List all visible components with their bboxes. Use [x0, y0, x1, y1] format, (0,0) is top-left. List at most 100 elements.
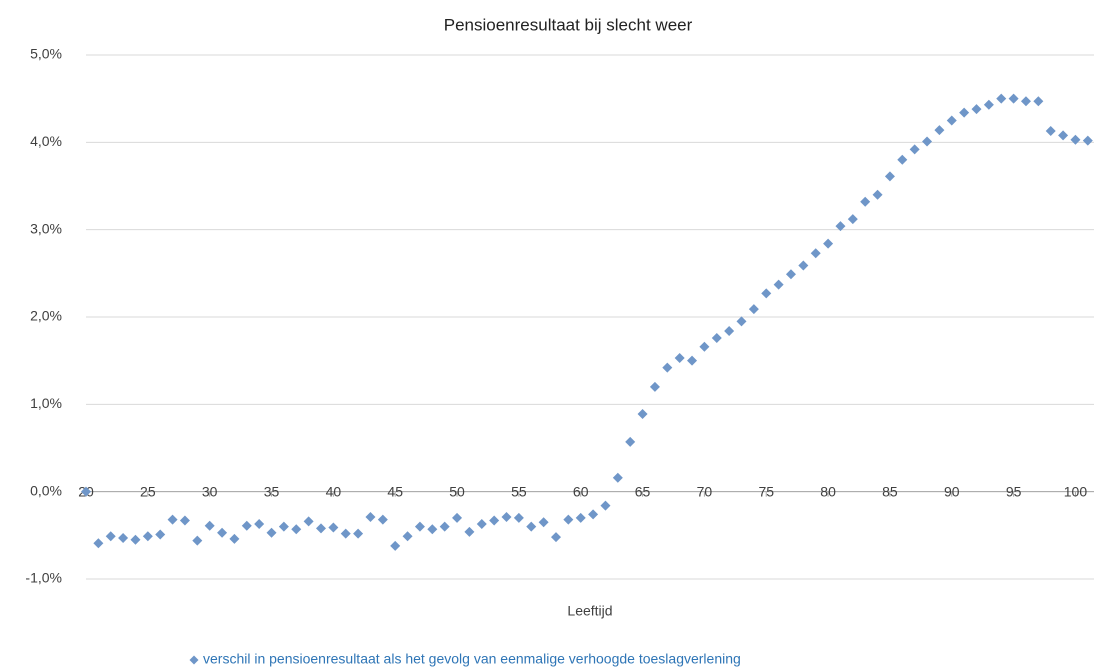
- point: [526, 521, 537, 532]
- point: [600, 500, 611, 511]
- x-tick-label: 30: [202, 483, 218, 499]
- x-tick-label: 85: [882, 483, 898, 499]
- point: [884, 171, 895, 182]
- point: [439, 521, 450, 532]
- point: [649, 381, 660, 392]
- point: [588, 509, 599, 520]
- point: [1020, 96, 1031, 107]
- point: [142, 531, 153, 542]
- point: [489, 515, 500, 526]
- point: [1008, 93, 1019, 104]
- point: [538, 517, 549, 528]
- x-tick-label: 40: [326, 483, 342, 499]
- x-tick-label: 100: [1064, 483, 1088, 499]
- point: [687, 355, 698, 366]
- point: [785, 269, 796, 280]
- chart-title: Pensioenresultaat bij slecht weer: [444, 15, 693, 34]
- point: [748, 304, 759, 315]
- point: [390, 540, 401, 551]
- y-tick-label: -1,0%: [25, 570, 62, 586]
- point: [798, 260, 809, 271]
- point: [1082, 135, 1093, 146]
- point: [563, 514, 574, 525]
- point: [1045, 125, 1056, 136]
- point: [1070, 134, 1081, 145]
- point: [513, 512, 524, 523]
- y-tick-label: 3,0%: [30, 220, 62, 236]
- x-tick-label: 95: [1006, 483, 1022, 499]
- x-tick-label: 60: [573, 483, 589, 499]
- point: [353, 528, 364, 539]
- y-tick-label: 2,0%: [30, 308, 62, 324]
- legend-label: verschil in pensioenresultaat als het ge…: [203, 651, 741, 667]
- point: [377, 514, 388, 525]
- y-tick-label: 4,0%: [30, 133, 62, 149]
- point: [93, 538, 104, 549]
- point: [167, 514, 178, 525]
- point: [860, 196, 871, 207]
- point: [761, 288, 772, 299]
- point: [835, 221, 846, 232]
- point: [204, 520, 215, 531]
- x-tick-label: 25: [140, 483, 156, 499]
- point: [328, 522, 339, 533]
- point: [724, 325, 735, 336]
- point: [810, 248, 821, 259]
- point: [452, 512, 463, 523]
- point: [625, 436, 636, 447]
- point: [674, 353, 685, 364]
- point: [662, 362, 673, 373]
- point: [278, 521, 289, 532]
- point: [637, 408, 648, 419]
- point: [699, 341, 710, 352]
- point: [402, 531, 413, 542]
- point: [118, 532, 129, 543]
- point: [291, 524, 302, 535]
- point: [996, 93, 1007, 104]
- x-axis-label: Leeftijd: [567, 603, 612, 619]
- y-tick-label: 1,0%: [30, 395, 62, 411]
- x-tick-label: 80: [820, 483, 836, 499]
- point: [427, 524, 438, 535]
- point: [179, 515, 190, 526]
- x-tick-label: 35: [264, 483, 280, 499]
- point: [736, 316, 747, 327]
- point: [909, 144, 920, 155]
- point: [897, 154, 908, 165]
- x-tick-label: 45: [387, 483, 403, 499]
- point: [81, 486, 91, 497]
- point: [1033, 96, 1044, 107]
- point: [946, 115, 957, 126]
- point: [130, 534, 141, 545]
- point: [971, 104, 982, 115]
- point: [773, 279, 784, 290]
- point: [464, 526, 475, 537]
- x-tick-label: 90: [944, 483, 960, 499]
- point: [872, 189, 883, 200]
- x-tick-label: 70: [697, 483, 713, 499]
- point: [550, 532, 561, 543]
- point: [1058, 130, 1069, 141]
- y-tick-label: 5,0%: [30, 46, 62, 62]
- point: [155, 529, 166, 540]
- point: [315, 523, 326, 534]
- point: [340, 528, 351, 539]
- point: [983, 99, 994, 110]
- point: [823, 238, 834, 249]
- point: [192, 535, 203, 546]
- point: [229, 533, 240, 544]
- point: [575, 512, 586, 523]
- point: [241, 520, 252, 531]
- point: [959, 107, 970, 118]
- point: [414, 521, 425, 532]
- y-tick-label: 0,0%: [30, 482, 62, 498]
- point: [612, 472, 623, 483]
- point: [711, 332, 722, 343]
- point: [501, 511, 512, 522]
- point: [254, 518, 265, 529]
- point: [365, 511, 376, 522]
- point: [922, 136, 933, 147]
- x-tick-label: 50: [449, 483, 465, 499]
- point: [105, 531, 116, 542]
